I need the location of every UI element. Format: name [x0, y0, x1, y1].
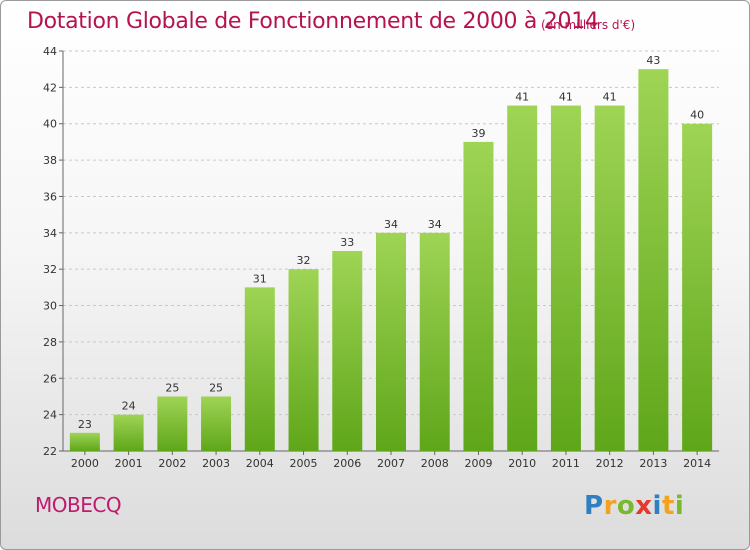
logo-letter: i	[652, 491, 662, 521]
logo-letter: o	[616, 491, 636, 521]
data-label: 41	[603, 91, 617, 104]
x-tick-label: 2006	[333, 457, 361, 470]
data-label: 39	[471, 127, 485, 140]
data-label: 31	[253, 272, 267, 285]
y-tick-label: 30	[43, 300, 57, 313]
y-tick-label: 22	[43, 445, 57, 458]
x-tick-label: 2008	[421, 457, 449, 470]
chart-subtitle: (en milliers d'€)	[541, 18, 636, 32]
data-label: 33	[340, 236, 354, 249]
y-tick-label: 34	[43, 227, 57, 240]
data-label: 43	[646, 54, 660, 67]
chart-title: Dotation Globale de Fonctionnement de 20…	[27, 9, 599, 34]
x-tick-label: 2009	[464, 457, 492, 470]
x-tick-label: 2014	[683, 457, 711, 470]
proxiti-logo[interactable]: Proxiti	[584, 491, 684, 521]
y-tick-label: 32	[43, 263, 57, 276]
data-label: 34	[428, 218, 442, 231]
y-tick-label: 36	[43, 190, 57, 203]
y-tick-label: 28	[43, 336, 57, 349]
bar	[332, 251, 363, 451]
logo-letter: i	[674, 491, 685, 521]
bar	[69, 432, 100, 451]
data-label: 34	[384, 218, 398, 231]
bar	[157, 396, 188, 451]
commune-name: MOBECQ	[35, 493, 122, 517]
bar	[113, 414, 144, 451]
y-tick-label: 42	[43, 81, 57, 94]
data-label: 40	[690, 109, 704, 122]
bar	[594, 105, 625, 451]
bar	[419, 232, 450, 451]
x-tick-label: 2011	[552, 457, 580, 470]
logo-letter: x	[635, 491, 653, 521]
bar	[638, 69, 669, 451]
y-tick-label: 26	[43, 372, 57, 385]
x-tick-label: 2000	[71, 457, 99, 470]
bar	[244, 287, 275, 451]
logo-letter: r	[603, 491, 617, 521]
data-label: 25	[209, 381, 223, 394]
data-label: 25	[165, 381, 179, 394]
y-tick-label: 38	[43, 154, 57, 167]
data-label: 23	[78, 418, 92, 431]
x-tick-label: 2007	[377, 457, 405, 470]
bar	[288, 269, 319, 451]
bar	[201, 396, 232, 451]
x-tick-label: 2012	[596, 457, 624, 470]
data-label: 41	[559, 91, 573, 104]
y-tick-label: 44	[43, 45, 57, 58]
y-tick-label: 24	[43, 409, 57, 422]
x-tick-label: 2010	[508, 457, 536, 470]
bar	[550, 105, 581, 451]
bar	[463, 141, 494, 451]
x-tick-label: 2003	[202, 457, 230, 470]
x-tick-label: 2013	[639, 457, 667, 470]
bar	[376, 232, 406, 451]
bar	[507, 105, 538, 451]
data-label: 32	[297, 254, 311, 267]
y-tick-label: 40	[43, 118, 57, 131]
x-tick-label: 2002	[158, 457, 186, 470]
data-label: 24	[122, 400, 136, 413]
x-tick-label: 2005	[290, 457, 318, 470]
logo-letter: P	[584, 491, 604, 521]
x-tick-label: 2001	[115, 457, 143, 470]
data-label: 41	[515, 91, 529, 104]
logo-letter: t	[661, 491, 675, 521]
bar	[682, 123, 713, 452]
x-tick-label: 2004	[246, 457, 274, 470]
